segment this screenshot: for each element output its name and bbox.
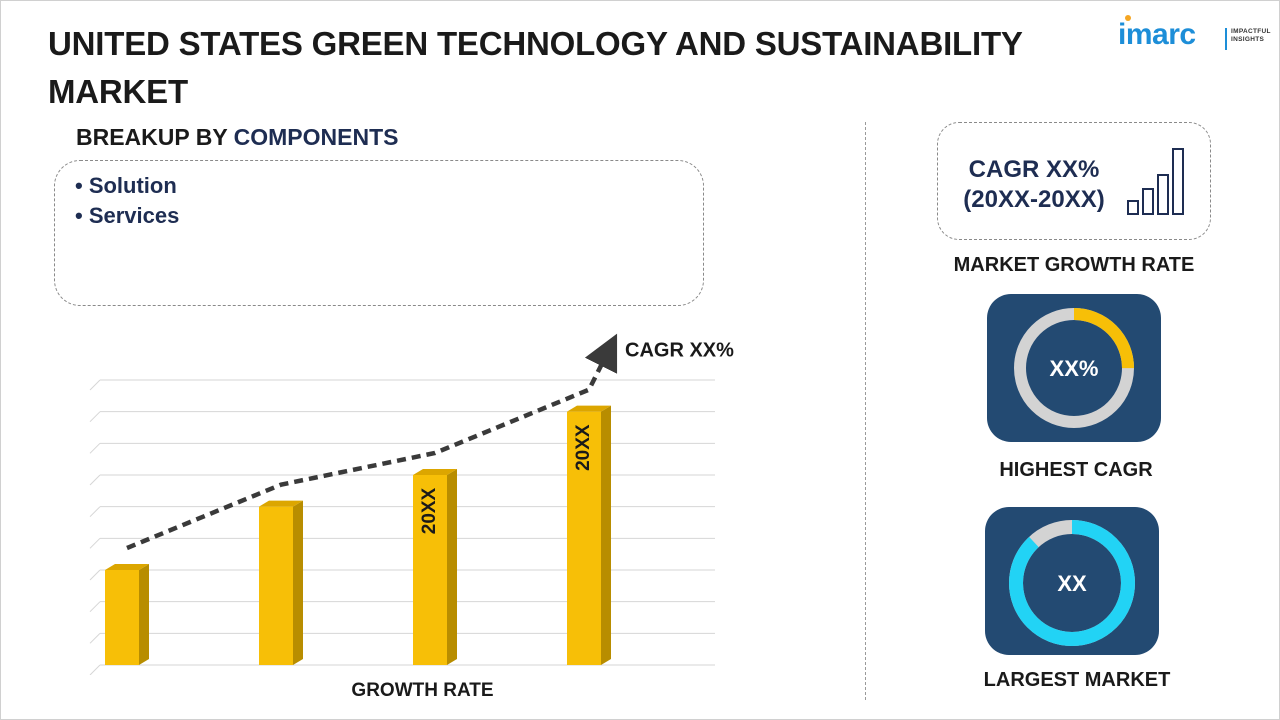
gridline — [89, 569, 715, 581]
gridline — [89, 506, 715, 518]
logo-divider — [1225, 28, 1227, 50]
trend-arrow — [126, 333, 618, 551]
cagr-box: CAGR XX% (20XX-20XX) — [937, 122, 1211, 240]
breakup-prefix: BREAKUP BY — [76, 124, 228, 150]
segment-list-box: • Solution • Services — [54, 160, 704, 306]
largest-market-ring-icon — [1009, 520, 1135, 646]
bar — [259, 500, 303, 665]
page-title: UNITED STATES GREEN TECHNOLOGY AND SUSTA… — [48, 25, 1023, 110]
cagr-text: CAGR XX% (20XX-20XX) — [950, 155, 1118, 215]
largest-market-label: LARGEST MARKET — [983, 669, 1171, 691]
gridline — [89, 411, 715, 423]
bar — [413, 469, 457, 665]
highest-cagr-value: XX% — [1049, 356, 1099, 381]
largest-market-card: XX — [985, 507, 1159, 655]
highest-cagr-card: XX% — [987, 294, 1161, 442]
growth-bars-icon — [1127, 148, 1184, 215]
bar — [105, 564, 149, 665]
gridline — [89, 601, 715, 613]
chart-gridlines — [89, 379, 715, 675]
cagr-period: (20XX-20XX) — [963, 186, 1105, 213]
gridline — [89, 537, 715, 549]
logo-wordmark: imarc — [1118, 18, 1196, 51]
highest-cagr-label: HIGHEST CAGR — [999, 459, 1153, 481]
section-divider — [865, 122, 866, 700]
gridline — [89, 632, 715, 644]
largest-market-value: XX — [1057, 571, 1087, 596]
chart-trend: CAGR XX% — [126, 333, 734, 551]
chart-bars: 20XX 20XX — [105, 405, 611, 665]
x-axis-title: GROWTH RATE — [351, 680, 494, 701]
gridline — [89, 664, 715, 675]
growth-bar-chart: 20XX 20XX CAGR XX% — [89, 333, 734, 675]
breakup-heading: BREAKUP BY COMPONENTS — [76, 124, 398, 151]
bar-value-label: 20XX — [419, 487, 440, 534]
segment-item-services: • Services — [75, 203, 180, 228]
market-growth-rate-label: MARKET GROWTH RATE — [953, 254, 1195, 276]
bar-value-label: 20XX — [573, 424, 594, 471]
highest-cagr-ring-fill — [1014, 308, 1134, 428]
gridline — [89, 379, 715, 391]
bar — [567, 405, 611, 665]
highest-cagr-ring-icon — [1014, 308, 1134, 428]
gridline — [89, 474, 715, 486]
breakup-dimension: COMPONENTS — [233, 124, 399, 150]
largest-market-ring-fill — [1009, 520, 1135, 646]
imarc-logo: imarc IMPACTFUL INSIGHTS — [1118, 14, 1278, 54]
trend-label: CAGR XX% — [625, 340, 734, 362]
segment-item-solution: • Solution — [75, 173, 177, 198]
logo-tagline: IMPACTFUL INSIGHTS — [1231, 28, 1271, 43]
cagr-value: CAGR XX% — [968, 156, 1100, 183]
logo-dot-icon — [1125, 15, 1131, 21]
gridline — [89, 442, 715, 454]
